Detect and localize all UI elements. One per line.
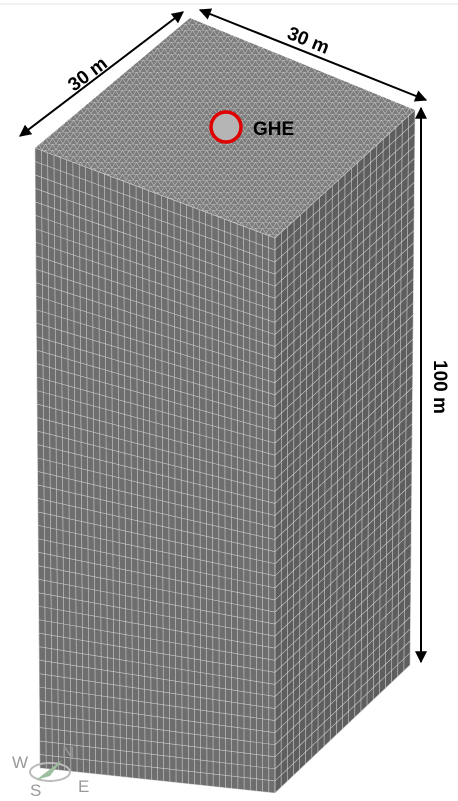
ghe-label: GHE xyxy=(253,119,294,140)
compass-n: N xyxy=(62,743,74,762)
page: {"dimensions": {"top_left_width": "30 m"… xyxy=(0,0,458,801)
compass-w: W xyxy=(12,753,28,772)
dim-label: 100 m xyxy=(429,360,450,414)
compass-e: E xyxy=(78,777,89,796)
ghe-circle xyxy=(211,112,241,142)
dim-label: 30 m xyxy=(64,53,111,96)
compass-s: S xyxy=(30,781,41,800)
mesh-diagram: GHE 30 m 30 m 100 m W N S E xyxy=(0,0,458,801)
